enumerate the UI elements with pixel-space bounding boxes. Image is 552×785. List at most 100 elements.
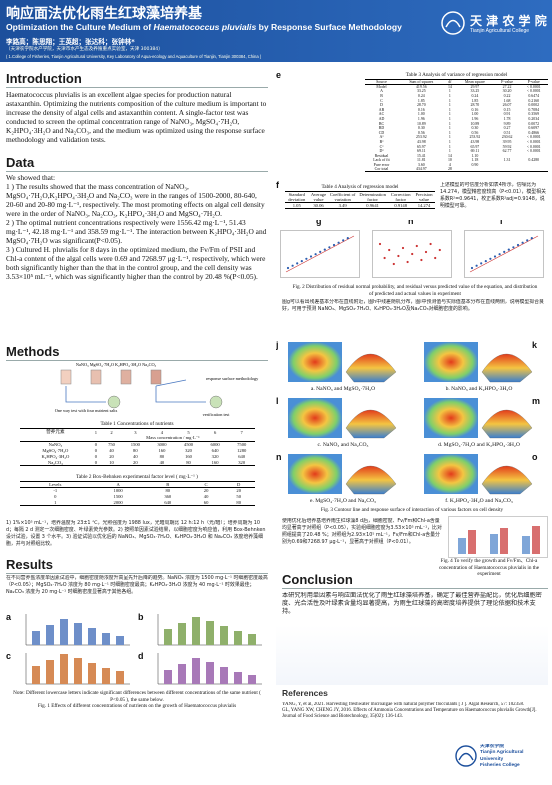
point	[526, 239, 529, 242]
table-row: 1.05 30.06 3.49 0.9641 0.9148 14.274	[285, 202, 435, 209]
point	[342, 239, 345, 242]
table-cell: < 0.0001	[526, 89, 541, 94]
point	[309, 255, 313, 258]
point	[484, 260, 487, 263]
table-cell: 640	[211, 448, 219, 453]
header-cell: F-value	[494, 79, 520, 85]
surface-plot	[288, 454, 397, 495]
table-cell: 0.3569	[528, 112, 540, 117]
table-cell: 0	[94, 454, 97, 459]
table-cell: 80	[165, 488, 171, 494]
surface	[481, 354, 533, 383]
reference: GL, YANG XW, CHENG JY, 2016. Effects of …	[282, 708, 537, 720]
table-cell: 11.81	[417, 158, 426, 163]
header-cell: A	[90, 481, 146, 488]
panel: a	[6, 612, 134, 649]
bar-shape	[206, 662, 214, 684]
panel-label: l	[276, 396, 279, 406]
data-text: We showed that: 1 ) The results showed th…	[6, 173, 268, 343]
point	[378, 242, 382, 246]
table-cell: 320	[228, 459, 255, 466]
references-heading: References	[282, 688, 328, 698]
table: Standard deviation Average value Coefficie…	[285, 191, 435, 217]
table-grid: Standard deviation Average value Coefficie…	[285, 191, 435, 209]
table-cell: 15.41	[416, 153, 426, 158]
logo-icon	[441, 11, 465, 35]
table-row: AC 1.00 1 1.00 0.91 0.3569	[365, 112, 548, 117]
table-cell: 1	[448, 144, 451, 149]
table-cell: 1.00	[417, 112, 425, 117]
header-row: Mass concentration / mg·L⁻¹	[20, 435, 255, 442]
bar-shape	[32, 631, 40, 645]
panel: g	[276, 220, 364, 280]
table-cell: 28.70	[470, 103, 480, 108]
point	[530, 237, 533, 240]
panel-label: g	[316, 220, 322, 226]
bar-shape	[102, 668, 110, 684]
table-cell: 1	[448, 89, 451, 94]
table-cell: 1.00	[471, 112, 479, 117]
table-cell: 28.70	[416, 103, 426, 108]
reference: YANG, Y, et al, 2021. Harvesting freshwa…	[282, 702, 525, 707]
table-cell: 0.22	[503, 93, 511, 98]
panel-label: o	[532, 452, 538, 462]
point	[401, 246, 405, 250]
table-cell: 0.9641	[356, 202, 389, 209]
paragraph: We showed that:	[6, 173, 56, 182]
panel-label: e	[276, 70, 282, 80]
table-row: 1 2000 640 60 80	[20, 499, 255, 506]
table-row: D 28.70 1 28.70 26.07 0.0002	[365, 103, 548, 108]
point	[314, 253, 317, 256]
table-cell: 14	[447, 85, 452, 90]
table-row: AB 0.16 1 0.16 0.15 0.7084	[365, 107, 548, 112]
table-cell: 3000	[157, 442, 167, 448]
footer-line: Tianjin Agricultural	[480, 750, 524, 756]
table-cell: 0.90	[471, 162, 479, 167]
table-caption: Table 3 Analysis of variance of regressi…	[405, 72, 508, 78]
point	[512, 246, 515, 249]
header: 响应面法优化雨生红球藻培养基 Optimization the Culture …	[0, 0, 552, 62]
table-cell: A²	[379, 135, 384, 140]
panel: m d. MgSO₄·7H₂O and K₂HPO₄·3H₂O	[412, 396, 546, 451]
bar-shape	[88, 628, 96, 645]
panel: i	[460, 220, 548, 280]
table-cell: 1.18	[471, 158, 479, 163]
methods-diagram: NaNO₃ MgSO₄·7H₂O K₂HPO₄·3H₂O Na₂CO₃ resp…	[55, 362, 259, 417]
contour	[288, 342, 342, 382]
panel-label: j	[276, 340, 279, 350]
table-cell: AC	[378, 112, 385, 117]
title-en: Optimization the Culture Medium of Haema…	[6, 22, 426, 32]
header-cell: B	[145, 481, 190, 488]
title-en-a: Optimization the Culture Medium of	[6, 22, 154, 32]
table-cell: AD	[378, 116, 385, 121]
table-cell: 50	[236, 494, 241, 499]
fit-text: 上述模型的可信度分析如表4所示，信噪比为14.274，模型精密度较高（P<0.0…	[440, 182, 546, 209]
table-cell: 2000	[90, 499, 146, 506]
table-cell: 230.62	[501, 135, 513, 140]
table-row: Cor total 434.97 28	[365, 167, 548, 173]
table-cell: 1.85	[471, 98, 479, 103]
bar-shape	[234, 672, 242, 684]
figure-1: a b c d	[6, 612, 268, 690]
bar-shape	[164, 629, 172, 645]
table-cell: Lack of fit	[373, 158, 390, 163]
table-cell: 30.20	[502, 89, 512, 94]
surface-plot	[424, 398, 533, 439]
surface	[345, 410, 397, 439]
surface-plot	[288, 342, 397, 383]
panel: j a. NaNO₃ and MgSO₄·7H₂O	[276, 340, 410, 395]
table-cell: 1500	[113, 494, 123, 499]
point	[397, 254, 400, 258]
diagram-text: One way test with four nutrient salts	[55, 408, 118, 413]
header-row: 营养元素 1 2 3 4 5 6 7	[20, 428, 255, 435]
footer-line: 天津农学院	[480, 744, 504, 749]
table-cell: 0	[94, 448, 97, 453]
panel-label: m	[532, 396, 541, 406]
table-cell: CD	[378, 130, 385, 135]
table-row: Lack of fit 11.81 10 1.18 1.31 0.4280	[365, 158, 548, 163]
panel: d	[138, 651, 266, 688]
panel-caption: c. NaNO₃ and Na₂CO₃	[317, 442, 369, 448]
point	[415, 244, 418, 248]
diagram-text: NaNO₃ MgSO₄·7H₂O K₂HPO₄·3H₂O Na₂CO₃	[76, 362, 157, 367]
table-row: NaNO₃ 0 750 1500 3000 4500 6000 7500	[20, 442, 255, 448]
